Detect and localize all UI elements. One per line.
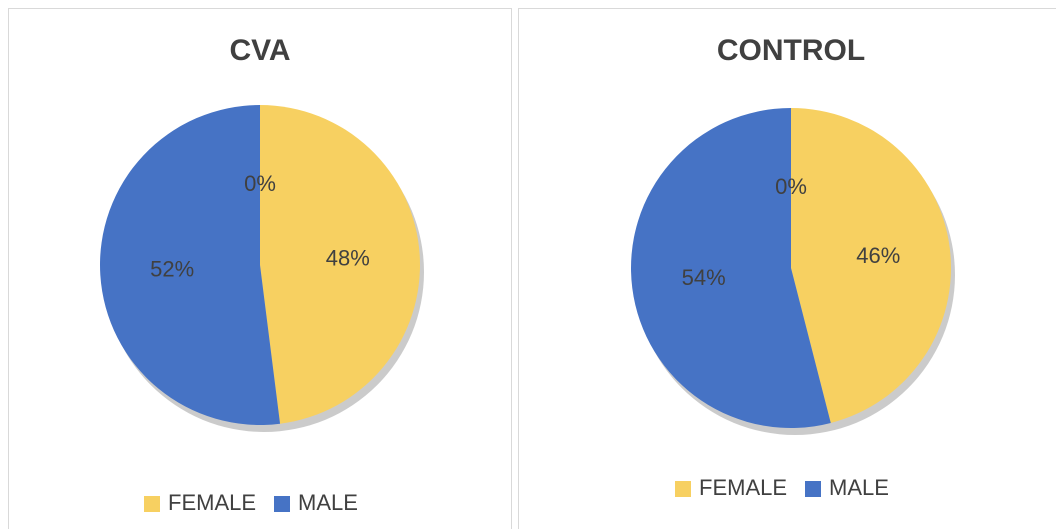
chart-title: CVA: [229, 34, 290, 67]
data-label: 54%: [682, 265, 726, 290]
legend-label: MALE: [298, 490, 358, 515]
data-label: 0%: [775, 174, 807, 199]
chart-title: CONTROL: [717, 34, 865, 67]
legend-label: FEMALE: [168, 490, 256, 515]
legend-label: MALE: [829, 475, 889, 500]
data-label: 52%: [150, 256, 194, 281]
pie-slice: [100, 105, 281, 425]
data-label: 48%: [326, 245, 370, 270]
legend-label: FEMALE: [699, 475, 787, 500]
data-label: 0%: [244, 171, 276, 196]
pie-slice: [260, 105, 421, 424]
pie-slice: [631, 108, 831, 428]
legend-swatch: [274, 496, 290, 512]
legend-swatch: [675, 481, 691, 497]
legend-swatch: [144, 496, 160, 512]
legend-swatch: [805, 481, 821, 497]
pie-slice: [791, 108, 951, 423]
data-label: 46%: [856, 243, 900, 268]
